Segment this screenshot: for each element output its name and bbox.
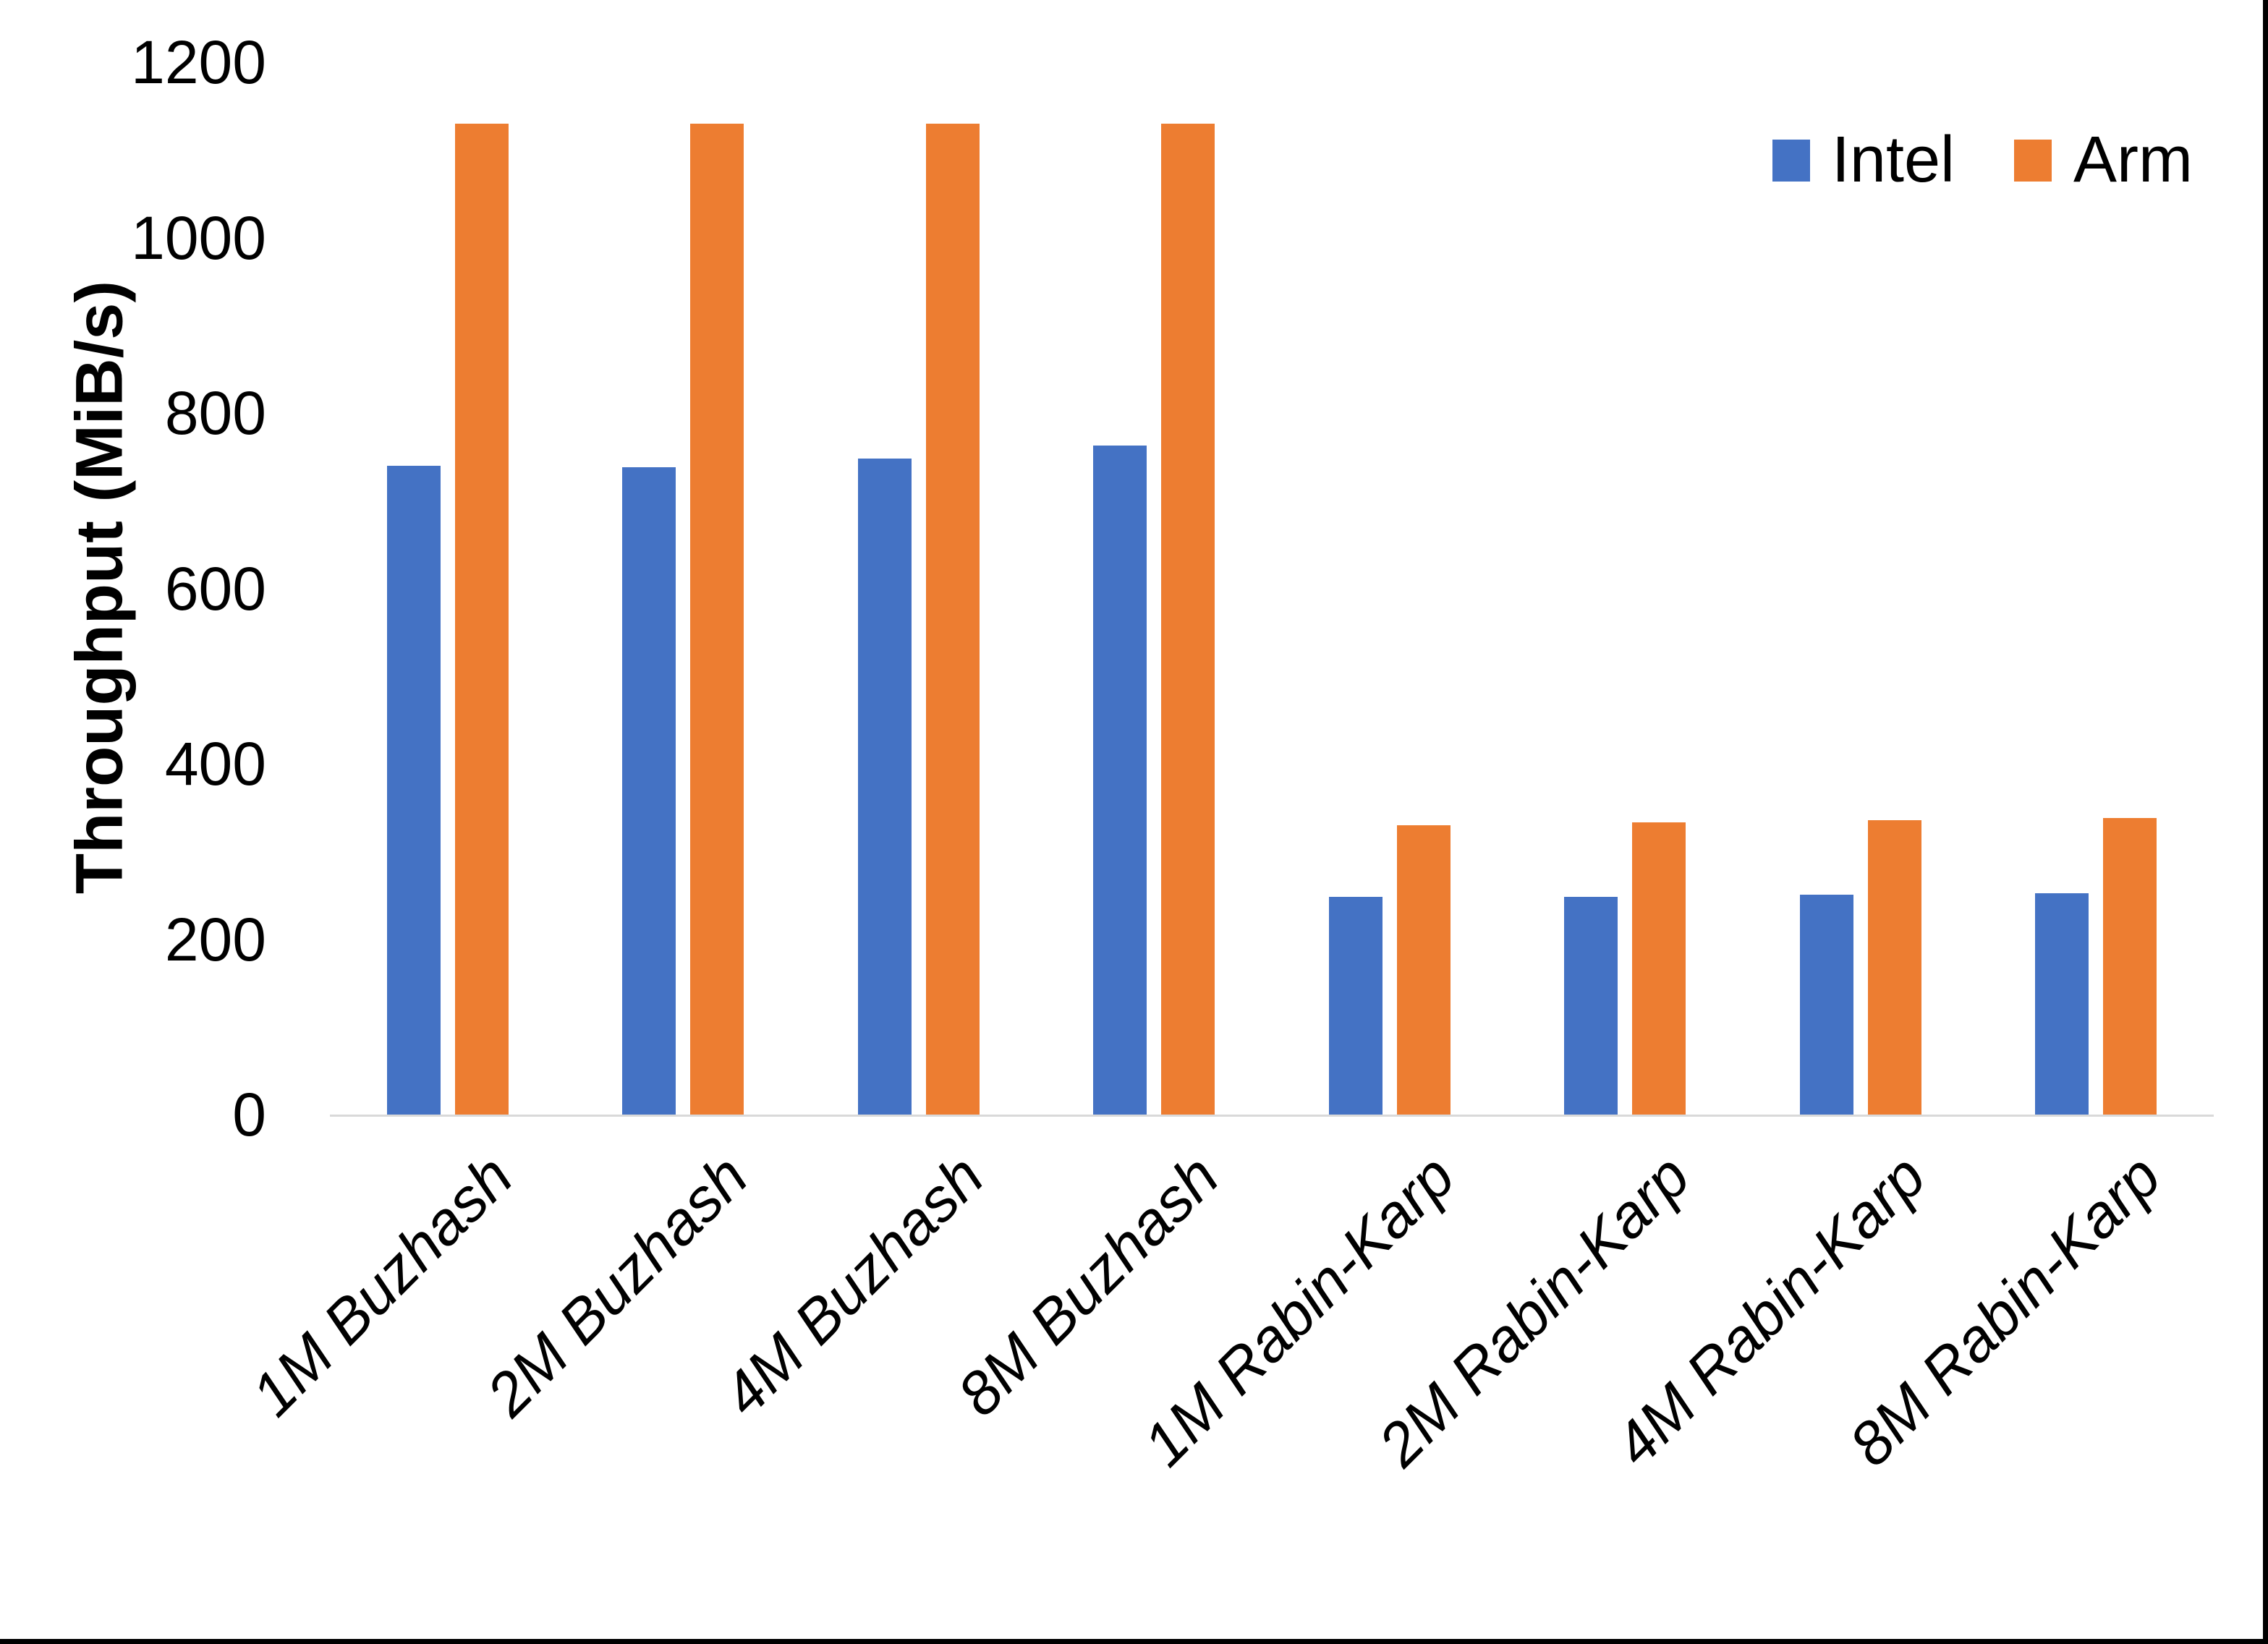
bar-arm-4m-buzhash	[925, 123, 980, 1115]
legend: Intel Arm	[1772, 123, 2193, 197]
legend-item-intel: Intel	[1772, 123, 1955, 197]
bar-intel-4m-rabin-karp	[1799, 894, 1853, 1115]
bar-intel-1m-rabin-karp	[1328, 897, 1383, 1115]
legend-swatch-arm	[2014, 139, 2052, 182]
bar-intel-1m-buzhash	[386, 465, 441, 1115]
screenshot-edge-right	[2263, 0, 2268, 1644]
y-tick-label: 1200	[131, 28, 266, 96]
y-tick-label: 400	[164, 730, 266, 798]
bar-arm-1m-buzhash	[454, 123, 509, 1115]
y-tick-label: 200	[164, 905, 266, 974]
bar-arm-8m-rabin-karp	[2103, 818, 2157, 1115]
y-tick-label: 600	[164, 554, 266, 623]
bar-intel-8m-rabin-karp	[2035, 893, 2089, 1115]
x-axis-line	[330, 1115, 2214, 1117]
bar-intel-2m-buzhash	[622, 467, 676, 1115]
bar-intel-2m-rabin-karp	[1564, 897, 1618, 1115]
legend-label-arm: Arm	[2073, 124, 2193, 196]
bar-arm-1m-rabin-karp	[1396, 825, 1451, 1115]
legend-swatch-intel	[1772, 139, 1810, 182]
bar-intel-4m-buzhash	[857, 459, 912, 1115]
legend-label-intel: Intel	[1831, 124, 1955, 196]
screenshot-edge-bottom	[0, 1639, 2268, 1644]
bar-arm-2m-buzhash	[690, 123, 744, 1115]
legend-item-arm: Arm	[2014, 123, 2193, 197]
y-tick-label: 1000	[131, 203, 266, 272]
bar-arm-8m-buzhash	[1161, 123, 1215, 1115]
bar-intel-8m-buzhash	[1093, 445, 1147, 1115]
bar-arm-4m-rabin-karp	[1867, 819, 1921, 1115]
bar-arm-2m-rabin-karp	[1632, 822, 1686, 1115]
y-tick-label: 800	[164, 379, 266, 447]
y-tick-label: 0	[232, 1081, 266, 1149]
